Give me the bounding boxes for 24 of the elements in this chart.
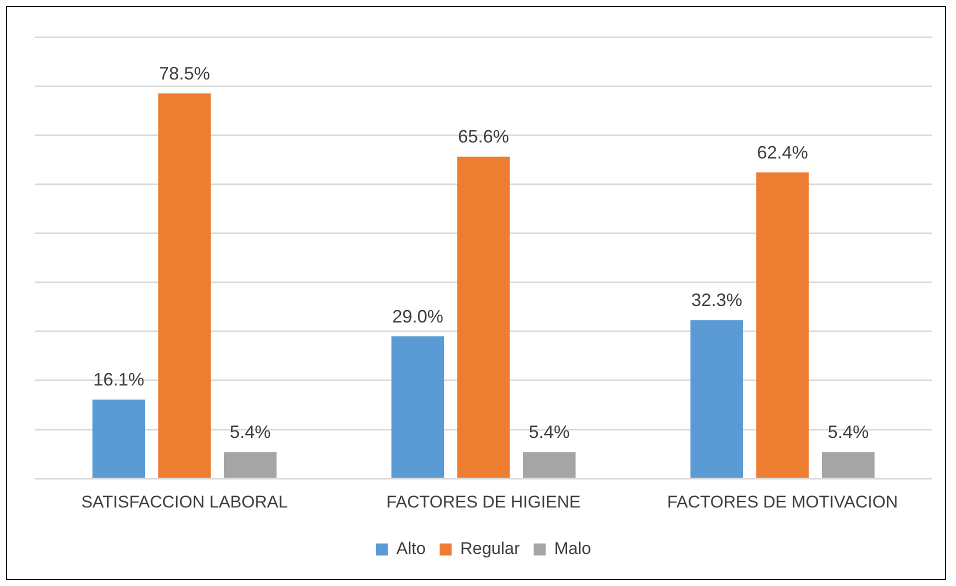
legend-label: Alto bbox=[396, 539, 426, 558]
legend-label: Malo bbox=[554, 539, 592, 558]
bar bbox=[224, 452, 277, 478]
bar bbox=[522, 452, 576, 478]
data-label: 16.1% bbox=[93, 370, 144, 390]
data-label: 5.4% bbox=[828, 422, 869, 442]
bar bbox=[690, 320, 744, 478]
bar bbox=[391, 336, 444, 478]
bar bbox=[158, 93, 211, 478]
data-label: 78.5% bbox=[158, 63, 210, 84]
data-label: 32.3% bbox=[691, 290, 742, 310]
data-label: 65.6% bbox=[458, 126, 510, 147]
bar bbox=[756, 172, 809, 478]
x-tick-label: FACTORES DE HIGIENE bbox=[386, 492, 581, 512]
data-label: 62.4% bbox=[756, 142, 808, 162]
bar bbox=[92, 400, 146, 478]
data-label: 5.4% bbox=[528, 422, 570, 442]
x-tick-label: SATISFACCION LABORAL bbox=[81, 492, 288, 512]
data-label: 5.4% bbox=[230, 422, 271, 442]
legend-label: Regular bbox=[460, 539, 520, 558]
x-tick-label: FACTORES DE MOTIVACION bbox=[667, 492, 898, 512]
bar bbox=[457, 156, 510, 478]
data-label: 29.0% bbox=[392, 306, 444, 326]
bar bbox=[822, 452, 875, 478]
